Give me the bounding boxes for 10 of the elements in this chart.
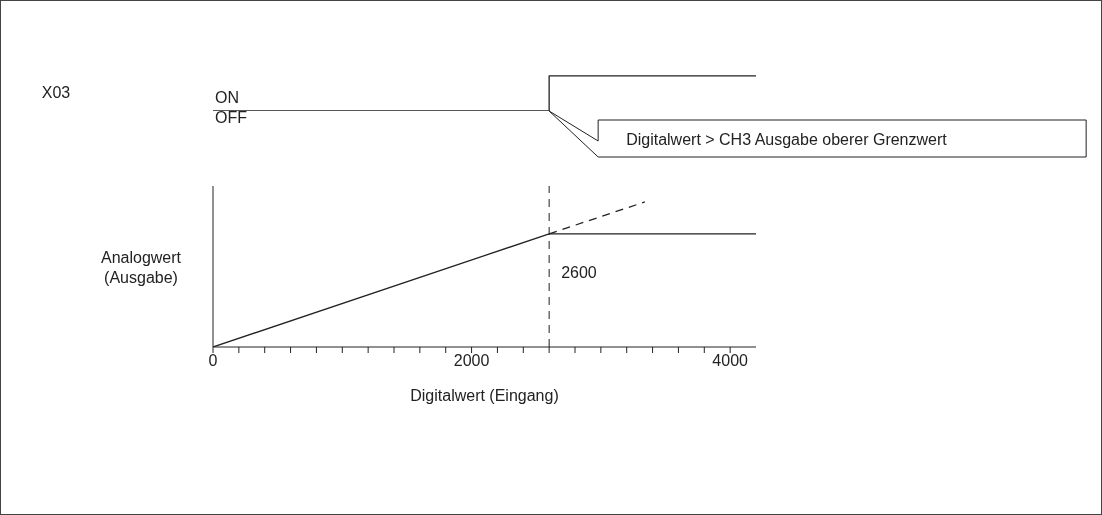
y-axis-title: X03 bbox=[41, 83, 71, 101]
callout-box: Digitalwert > CH3 Ausgabe oberer Grenzwert bbox=[548, 110, 1087, 158]
x-tick-label: 2000 bbox=[453, 352, 490, 370]
ref-line-label: 2600 bbox=[561, 264, 597, 281]
annotation: ON bbox=[215, 89, 239, 106]
annotation: OFF bbox=[215, 109, 248, 126]
x-tick-label: 4000 bbox=[712, 352, 749, 370]
x-tick-label: 0 bbox=[208, 352, 218, 370]
x-axis-title: Digitalwert (Eingang) bbox=[410, 387, 559, 404]
y-axis-title: Analogwert (Ausgabe) bbox=[100, 248, 182, 286]
